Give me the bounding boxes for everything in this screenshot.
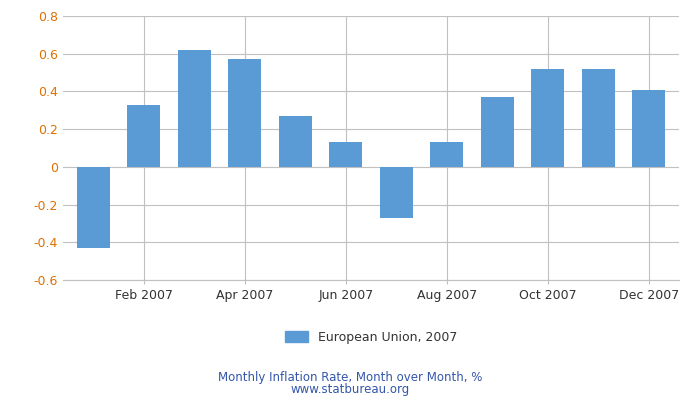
Bar <box>279 116 312 167</box>
Bar <box>228 59 261 167</box>
Bar <box>430 142 463 167</box>
Bar <box>380 167 413 218</box>
Legend: European Union, 2007: European Union, 2007 <box>280 326 462 349</box>
Bar <box>481 97 514 167</box>
Bar <box>531 69 564 167</box>
Bar <box>632 90 665 167</box>
Bar <box>77 167 110 248</box>
Bar <box>329 142 362 167</box>
Bar <box>178 50 211 167</box>
Bar <box>582 69 615 167</box>
Bar <box>127 105 160 167</box>
Text: Monthly Inflation Rate, Month over Month, %: Monthly Inflation Rate, Month over Month… <box>218 372 482 384</box>
Text: www.statbureau.org: www.statbureau.org <box>290 384 410 396</box>
